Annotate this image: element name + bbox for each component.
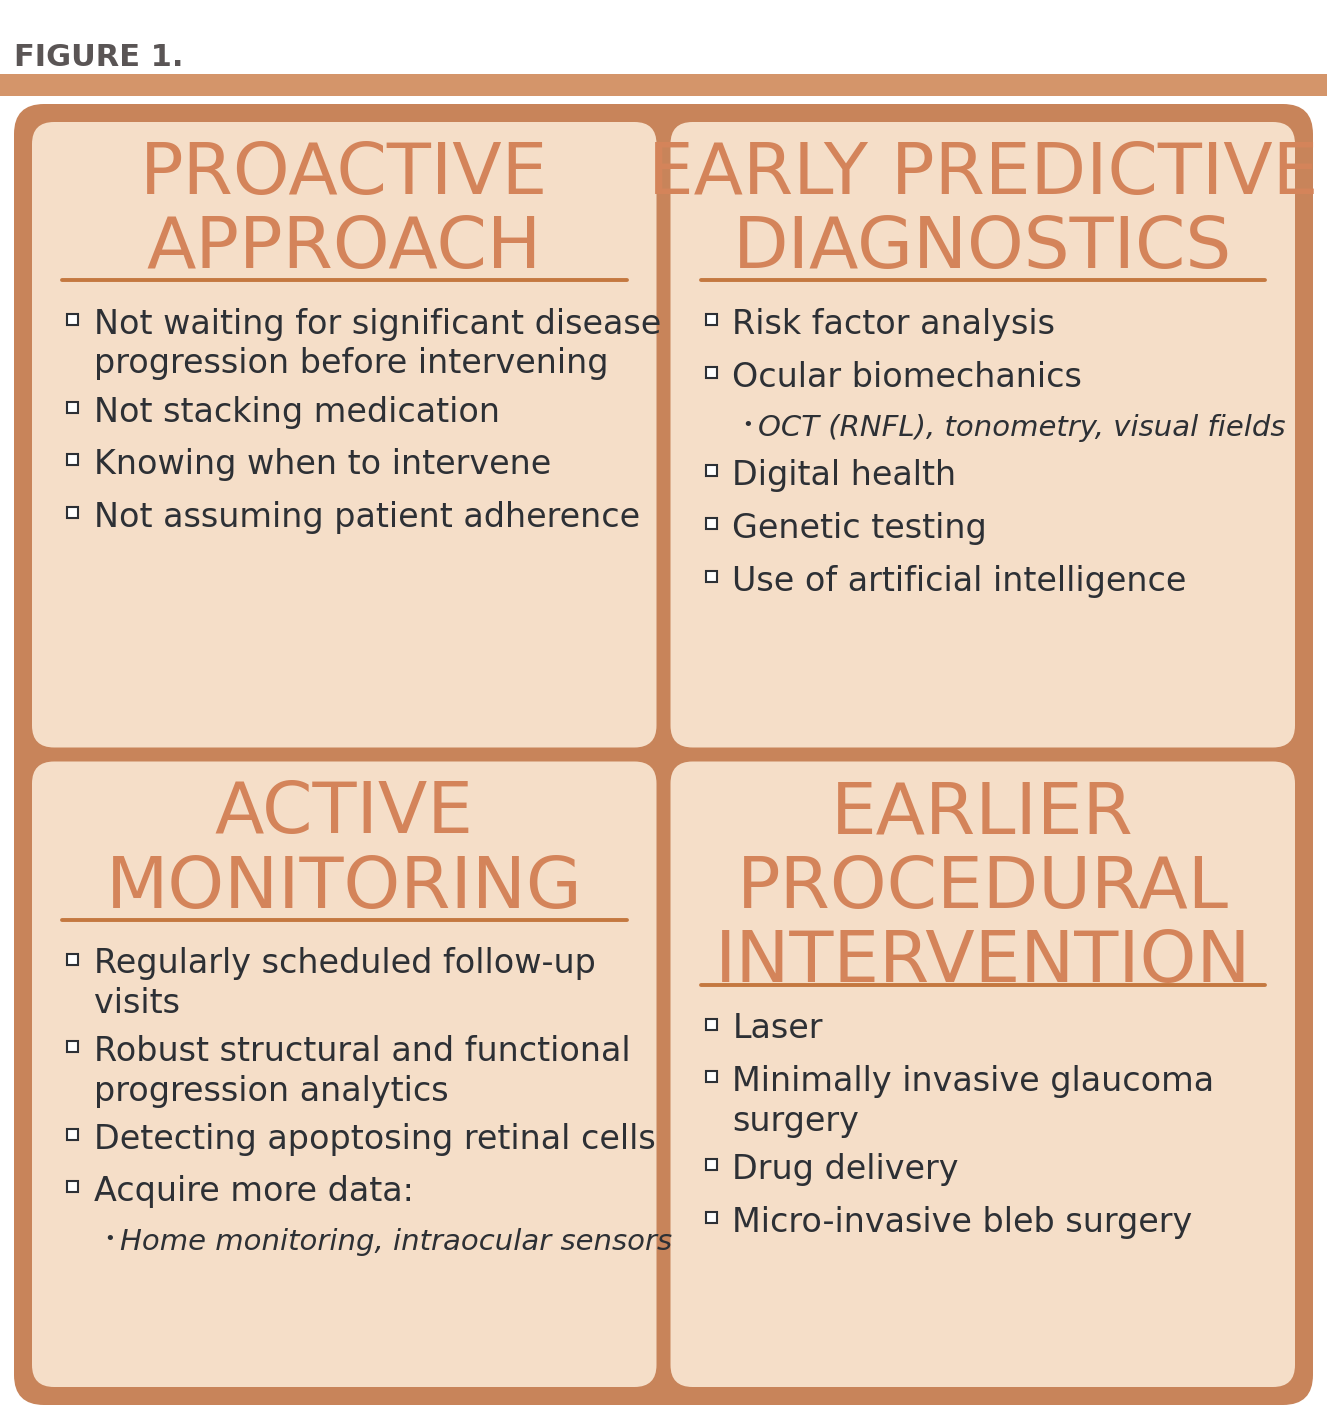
Text: •: • <box>743 415 754 434</box>
Text: PROACTIVE
APPROACH: PROACTIVE APPROACH <box>141 140 548 283</box>
Text: Micro-invasive bleb surgery: Micro-invasive bleb surgery <box>733 1206 1193 1238</box>
Text: FIGURE 1.: FIGURE 1. <box>15 44 183 72</box>
Bar <box>706 1159 717 1170</box>
Bar <box>66 1129 78 1139</box>
Bar <box>66 455 78 465</box>
Bar <box>66 1041 78 1051</box>
Text: Laser: Laser <box>733 1013 823 1046</box>
Bar <box>706 367 717 378</box>
Text: Not assuming patient adherence: Not assuming patient adherence <box>94 502 640 534</box>
Text: Robust structural and functional
progression analytics: Robust structural and functional progres… <box>94 1034 630 1108</box>
Text: OCT (RNFL), tonometry, visual fields: OCT (RNFL), tonometry, visual fields <box>759 414 1286 442</box>
Text: Regularly scheduled follow-up
visits: Regularly scheduled follow-up visits <box>94 948 596 1020</box>
Text: Risk factor analysis: Risk factor analysis <box>733 307 1055 341</box>
Text: Acquire more data:: Acquire more data: <box>94 1176 414 1209</box>
Text: Detecting apoptosing retinal cells: Detecting apoptosing retinal cells <box>94 1122 656 1156</box>
FancyBboxPatch shape <box>670 122 1295 748</box>
Text: Not stacking medication: Not stacking medication <box>94 395 500 428</box>
Text: Home monitoring, intraocular sensors: Home monitoring, intraocular sensors <box>119 1229 671 1257</box>
Text: Minimally invasive glaucoma
surgery: Minimally invasive glaucoma surgery <box>733 1066 1214 1138</box>
Bar <box>0 74 1327 96</box>
Text: •: • <box>104 1230 114 1248</box>
Bar <box>66 507 78 519</box>
Text: Use of artificial intelligence: Use of artificial intelligence <box>733 564 1186 598</box>
Bar <box>66 954 78 965</box>
Text: Ocular biomechanics: Ocular biomechanics <box>733 361 1083 394</box>
Bar <box>706 1071 717 1083</box>
Bar <box>66 315 78 324</box>
Text: Knowing when to intervene: Knowing when to intervene <box>94 448 551 482</box>
FancyBboxPatch shape <box>32 122 657 748</box>
Bar <box>706 315 717 324</box>
Bar <box>706 1212 717 1223</box>
FancyBboxPatch shape <box>670 761 1295 1387</box>
Text: Drug delivery: Drug delivery <box>733 1153 959 1186</box>
Bar <box>706 465 717 476</box>
FancyBboxPatch shape <box>15 103 1312 1406</box>
Bar <box>706 1019 717 1030</box>
Text: Genetic testing: Genetic testing <box>733 512 987 544</box>
Text: Not waiting for significant disease
progression before intervening: Not waiting for significant disease prog… <box>94 307 661 381</box>
Bar <box>706 517 717 529</box>
Text: EARLY PREDICTIVE
DIAGNOSTICS: EARLY PREDICTIVE DIAGNOSTICS <box>648 140 1318 283</box>
Bar <box>66 1182 78 1193</box>
Text: Digital health: Digital health <box>733 459 957 492</box>
Text: EARLIER
PROCEDURAL
INTERVENTION: EARLIER PROCEDURAL INTERVENTION <box>714 779 1251 998</box>
Bar <box>66 401 78 412</box>
Bar <box>706 571 717 581</box>
Text: ACTIVE
MONITORING: ACTIVE MONITORING <box>106 779 583 922</box>
FancyBboxPatch shape <box>32 761 657 1387</box>
